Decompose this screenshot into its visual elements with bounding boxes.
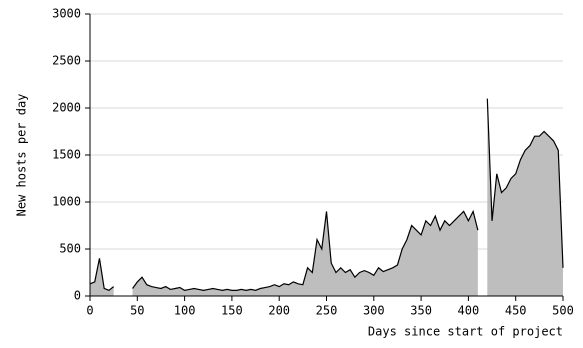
y-tick-label: 2000: [52, 101, 81, 115]
line: [89, 258, 115, 292]
y-tick-label: 0: [74, 289, 81, 303]
y-tick-label: 1500: [52, 148, 81, 162]
y-tick-label: 3000: [52, 7, 81, 21]
area: [132, 211, 478, 296]
y-tick-label: 1000: [52, 195, 81, 209]
x-tick-label: 300: [363, 304, 385, 318]
x-tick-label: 450: [505, 304, 527, 318]
line: [132, 209, 479, 291]
y-tick-label: 500: [59, 242, 81, 256]
x-tick-label: 500: [552, 304, 574, 318]
x-tick-label: 50: [130, 304, 144, 318]
x-tick-label: 100: [174, 304, 196, 318]
x-tick-label: 0: [86, 304, 93, 318]
y-axis-label: New hosts per day: [15, 94, 29, 217]
x-tick-label: 250: [316, 304, 338, 318]
area: [487, 98, 563, 296]
x-tick-label: 150: [221, 304, 243, 318]
x-tick-label: 350: [410, 304, 432, 318]
line: [486, 98, 564, 268]
x-tick-label: 200: [268, 304, 290, 318]
x-tick-label: 400: [458, 304, 480, 318]
x-axis-label: Days since start of project: [368, 325, 563, 339]
y-tick-label: 2500: [52, 54, 81, 68]
